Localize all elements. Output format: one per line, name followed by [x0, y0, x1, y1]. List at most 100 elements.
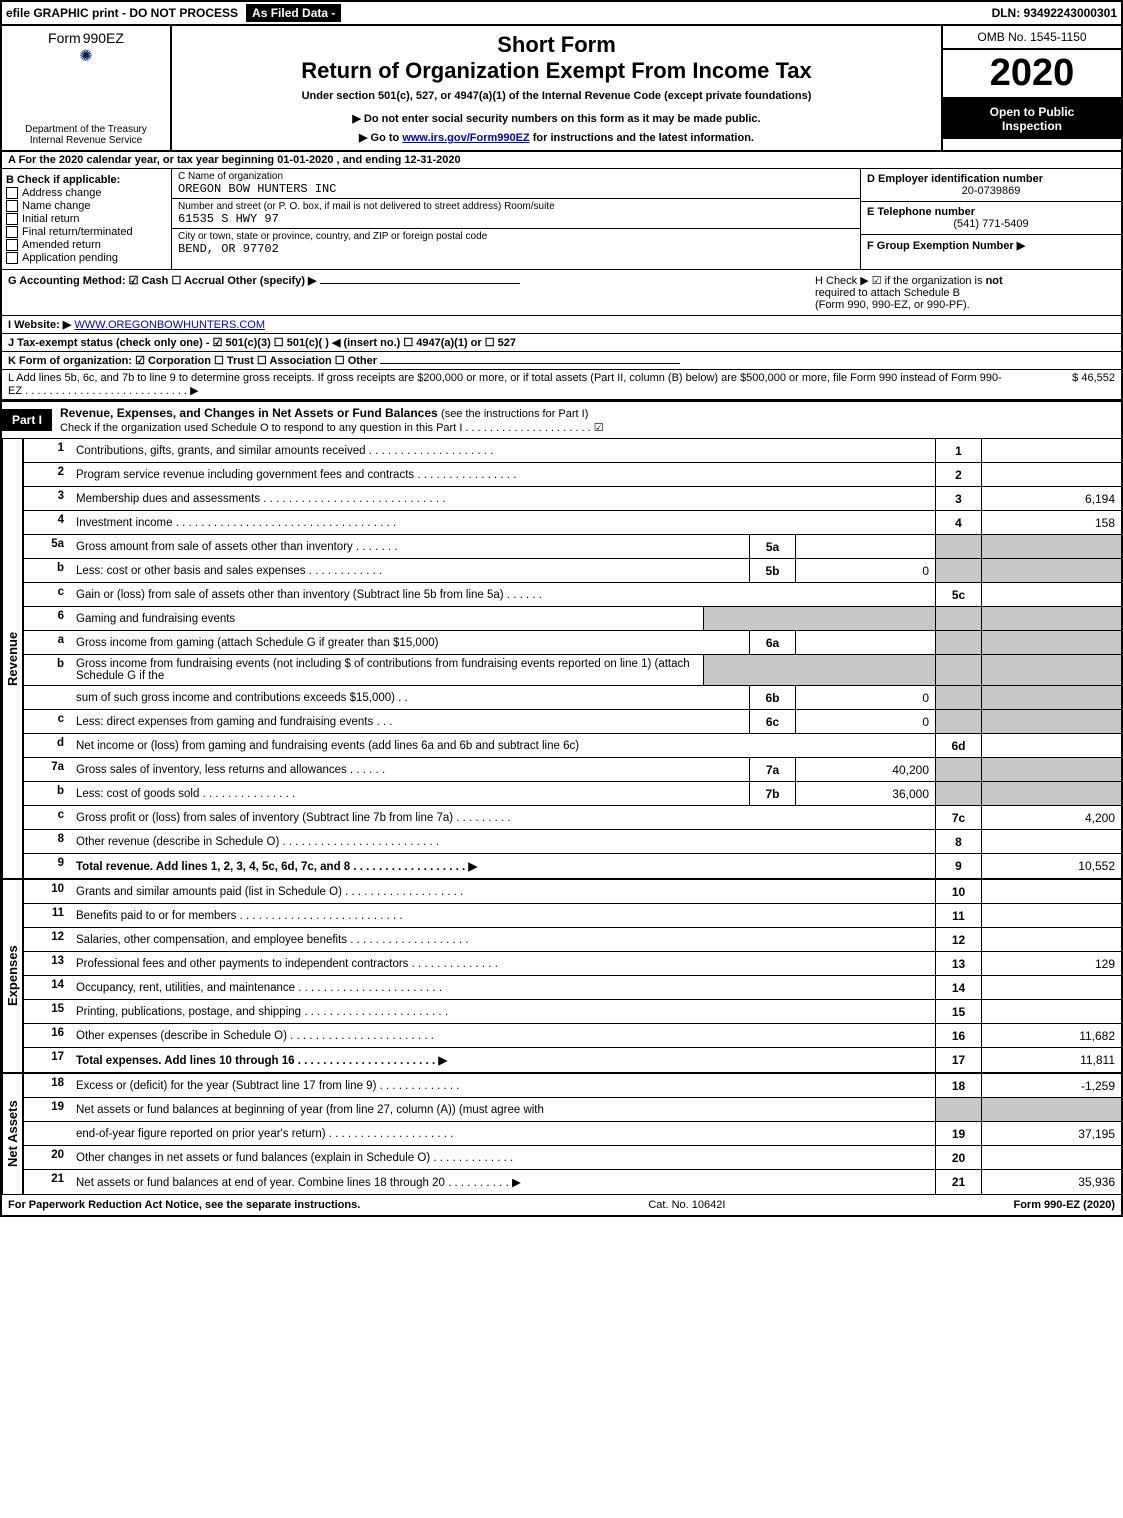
line-number: b — [24, 655, 70, 685]
line-number: 1 — [24, 439, 70, 462]
line-box: 2 — [935, 463, 981, 486]
line-desc: Gross income from fundraising events (no… — [70, 655, 703, 685]
l-value: $ 46,552 — [1005, 372, 1115, 397]
line-desc: Gross income from gaming (attach Schedul… — [70, 631, 749, 654]
note-goto: ▶ Go to www.irs.gov/Form990EZ for instru… — [178, 131, 935, 144]
line-subbox: 6a — [749, 631, 795, 654]
line-value: 35,936 — [981, 1170, 1121, 1194]
section-bcd: B Check if applicable: Address change Na… — [2, 169, 1121, 270]
netassets-section: Net Assets 18 Excess or (deficit) for th… — [2, 1074, 1121, 1195]
irs-link[interactable]: www.irs.gov/Form990EZ — [402, 132, 529, 144]
line-number: 8 — [24, 830, 70, 853]
line-desc: Salaries, other compensation, and employ… — [70, 928, 935, 951]
line-value — [981, 880, 1121, 903]
line-subbox: 7a — [749, 758, 795, 781]
line-box-shade — [935, 535, 981, 558]
grpex-row: F Group Exemption Number ▶ — [861, 235, 1121, 256]
footer-right: Form 990-EZ (2020) — [1013, 1199, 1115, 1211]
line-shade — [703, 607, 935, 630]
line-value — [981, 463, 1121, 486]
chk-address[interactable]: Address change — [6, 187, 167, 199]
chk-amended-label: Amended return — [22, 239, 101, 251]
line-desc: Other changes in net assets or fund bala… — [70, 1146, 935, 1169]
ein-row: D Employer identification number 20-0739… — [861, 169, 1121, 202]
line-box: 15 — [935, 1000, 981, 1023]
g-text: G Accounting Method: ☑ Cash ☐ Accrual Ot… — [8, 275, 317, 287]
line-row: 6 Gaming and fundraising events — [24, 607, 1121, 631]
line-subvalue: 0 — [795, 559, 935, 582]
short-form-title: Short Form — [178, 32, 935, 58]
header-center: Short Form Return of Organization Exempt… — [172, 26, 941, 150]
line-value — [981, 830, 1121, 853]
line-box: 10 — [935, 880, 981, 903]
line-row: 19 Net assets or fund balances at beginn… — [24, 1098, 1121, 1122]
inspect-line2: Inspection — [947, 119, 1117, 133]
line-desc: Professional fees and other payments to … — [70, 952, 935, 975]
section-k: K Form of organization: ☑ Corporation ☐ … — [2, 352, 1121, 370]
chk-application[interactable]: Application pending — [6, 252, 167, 264]
line-desc: Gaming and fundraising events — [70, 607, 703, 630]
org-name-label: C Name of organization — [178, 171, 854, 182]
chk-name-label: Name change — [22, 200, 91, 212]
line-value: 11,811 — [981, 1048, 1121, 1072]
line-subbox: 5b — [749, 559, 795, 582]
line-box: 11 — [935, 904, 981, 927]
website-link[interactable]: WWW.OREGONBOWHUNTERS.COM — [74, 319, 265, 331]
chk-amended[interactable]: Amended return — [6, 239, 167, 251]
chk-initial[interactable]: Initial return — [6, 213, 167, 225]
line-value — [981, 976, 1121, 999]
line-row: 14 Occupancy, rent, utilities, and maint… — [24, 976, 1121, 1000]
line-desc: Gross profit or (loss) from sales of inv… — [70, 806, 935, 829]
line-desc: Net assets or fund balances at end of ye… — [70, 1170, 935, 1194]
line-row: end-of-year figure reported on prior yea… — [24, 1122, 1121, 1146]
footer-left: For Paperwork Reduction Act Notice, see … — [8, 1199, 360, 1211]
website-label: I Website: ▶ — [8, 319, 71, 331]
expenses-body: 10 Grants and similar amounts paid (list… — [24, 880, 1121, 1072]
line-box: 12 — [935, 928, 981, 951]
chk-initial-label: Initial return — [22, 213, 79, 225]
line-value — [981, 928, 1121, 951]
k-blank — [380, 363, 680, 364]
line-value: 11,682 — [981, 1024, 1121, 1047]
line-row: c Gain or (loss) from sale of assets oth… — [24, 583, 1121, 607]
line-number: 7a — [24, 758, 70, 781]
line-row: 9 Total revenue. Add lines 1, 2, 3, 4, 5… — [24, 854, 1121, 878]
line-desc: Net income or (loss) from gaming and fun… — [70, 734, 935, 757]
line-box-shade — [935, 631, 981, 654]
line-subbox: 6b — [749, 686, 795, 709]
chk-final[interactable]: Final return/terminated — [6, 226, 167, 238]
line-box: 14 — [935, 976, 981, 999]
line-row: 16 Other expenses (describe in Schedule … — [24, 1024, 1121, 1048]
line-row: 2 Program service revenue including gove… — [24, 463, 1121, 487]
line-desc: Gross amount from sale of assets other t… — [70, 535, 749, 558]
header-right: OMB No. 1545-1150 2020 Open to Public In… — [941, 26, 1121, 150]
line-box-shade — [935, 559, 981, 582]
expenses-section: Expenses 10 Grants and similar amounts p… — [2, 880, 1121, 1074]
line-box: 19 — [935, 1122, 981, 1145]
line-number: b — [24, 559, 70, 582]
part1-header: Part I Revenue, Expenses, and Changes in… — [2, 400, 1121, 439]
line-row: 1 Contributions, gifts, grants, and simi… — [24, 439, 1121, 463]
line-number: c — [24, 806, 70, 829]
line-row: d Net income or (loss) from gaming and f… — [24, 734, 1121, 758]
org-addr-row: Number and street (or P. O. box, if mail… — [172, 199, 860, 229]
chk-name[interactable]: Name change — [6, 200, 167, 212]
line-subvalue: 0 — [795, 686, 935, 709]
line-number: 6 — [24, 607, 70, 630]
line-row: b Less: cost of goods sold . . . . . . .… — [24, 782, 1121, 806]
h-post1: required to attach Schedule B — [815, 287, 960, 299]
line-subvalue: 40,200 — [795, 758, 935, 781]
line-value — [981, 1000, 1121, 1023]
tel-row: E Telephone number (541) 771-5409 — [861, 202, 1121, 235]
line-number: 3 — [24, 487, 70, 510]
open-inspection: Open to Public Inspection — [943, 99, 1121, 139]
line-value — [981, 904, 1121, 927]
topbar-text-1: efile GRAPHIC print - DO NOT PROCESS — [6, 6, 238, 20]
line-desc: Investment income . . . . . . . . . . . … — [70, 511, 935, 534]
part1-title: Revenue, Expenses, and Changes in Net As… — [52, 402, 612, 438]
irs-label: Internal Revenue Service — [25, 135, 147, 146]
section-i: I Website: ▶ WWW.OREGONBOWHUNTERS.COM — [2, 316, 1121, 334]
goto-post: for instructions and the latest informat… — [533, 132, 754, 144]
line-row: 18 Excess or (deficit) for the year (Sub… — [24, 1074, 1121, 1098]
topbar: efile GRAPHIC print - DO NOT PROCESS As … — [2, 2, 1121, 26]
